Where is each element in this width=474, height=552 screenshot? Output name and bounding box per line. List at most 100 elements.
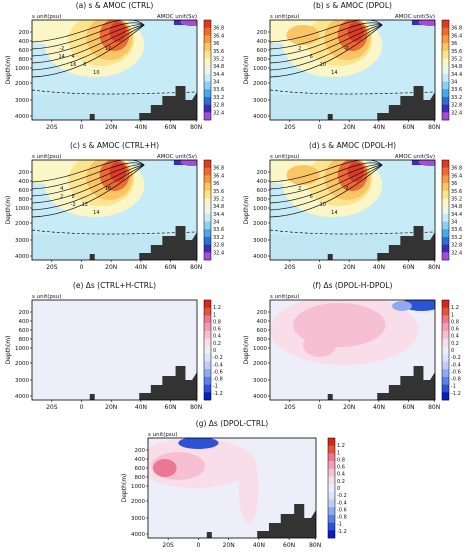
amoc-contour [270, 160, 383, 183]
x-tick-label: 20N [223, 542, 235, 549]
amoc-contour [270, 24, 383, 78]
y-tick-label: 200 [257, 310, 268, 316]
colorbar: 1.210.8 0.60.40.20-0.2-0.4-0.6 -0.8-1-1.2 [203, 299, 223, 401]
contour-label: 10 [320, 202, 326, 208]
panel-c: (c) s & AMOC (CTRL+H) s unit(psu) AMOC uni… [5, 141, 224, 271]
colorbar-tick-label: 35.6 [451, 49, 462, 55]
y-tick-label: 3000 [131, 516, 145, 522]
colorbar-tick-label: 34 [451, 80, 457, 86]
x-tick-label: 40N [373, 404, 385, 411]
colorbar-tick-label: 33.6 [213, 227, 224, 233]
plot-frame [31, 19, 198, 121]
panel-title: (g) Δs (DPOL-CTRL) [196, 419, 269, 428]
y-tick-label: 400 [135, 457, 146, 463]
colorbar-tick-label: 0.4 [213, 334, 221, 340]
field-patch [418, 20, 435, 26]
colorbar-tick-label: 32.4 [451, 110, 462, 116]
seafloor-ridge [89, 114, 95, 120]
x-tick-label: 40N [135, 404, 147, 411]
colorbar-swatch [204, 384, 211, 393]
seafloor-land [257, 504, 316, 538]
colorbar-tick-label: 36.8 [451, 26, 462, 32]
y-tick-label: 400 [19, 39, 30, 45]
colorbar-tick-label: -0.2 [337, 493, 347, 499]
x-tick-label: 60N [403, 264, 415, 271]
colorbar-tick-label: 34 [213, 80, 219, 86]
colorbar-swatch [204, 206, 211, 215]
x-tick-label: 40N [373, 124, 385, 131]
colorbar-swatch [204, 244, 211, 253]
colorbar-swatch [328, 476, 335, 485]
colorbar-tick-label: 34 [451, 220, 457, 226]
contour-label: 10 [320, 62, 326, 68]
y-tick-label: 200 [135, 448, 146, 454]
colorbar-swatch [442, 307, 449, 316]
panel-title: (a) s & AMOC (CTRL) [76, 1, 154, 10]
colorbar-swatch [328, 453, 335, 462]
colorbar-tick-label: 34.4 [451, 212, 462, 218]
colorbar-swatch [328, 484, 335, 493]
units-label: s unit(psu) [270, 154, 299, 160]
salinity-field [148, 438, 316, 538]
amoc-contour [32, 162, 145, 190]
y-tick-label: 1000 [15, 66, 29, 72]
colorbar-swatch [204, 167, 211, 176]
colorbar-tick-label: -0.8 [451, 377, 461, 383]
y-tick-label: 800 [257, 337, 268, 343]
y-tick-label: 2000 [15, 81, 29, 87]
colorbar-tick-label: 36.4 [451, 33, 462, 39]
y-tick-label: 3000 [253, 378, 267, 384]
colorbar-tick-label: -1 [451, 384, 456, 390]
colorbar-swatch [204, 252, 211, 261]
amoc-contour [270, 24, 383, 71]
y-tick-label: 2000 [253, 81, 267, 87]
colorbar-swatch [442, 392, 449, 401]
x-tick-label: 0 [318, 264, 322, 271]
colorbar-tick-label: 36 [213, 181, 219, 187]
colorbar-tick-label: -0.4 [451, 362, 461, 368]
y-tick-label: 4000 [131, 532, 145, 538]
units-label: s unit(psu) [270, 294, 299, 300]
colorbar-swatch [442, 236, 449, 245]
colorbar-tick-label: 0.2 [451, 341, 459, 347]
colorbar-tick-label: 36 [213, 41, 219, 47]
colorbar-frame [203, 299, 212, 401]
colorbar-tick-label: 33.2 [213, 235, 224, 241]
units-label: s unit(psu) [148, 432, 177, 438]
colorbar-tick-label: 0.4 [451, 334, 459, 340]
colorbar-tick-label: 35.6 [213, 49, 224, 55]
y-tick-label: 3000 [253, 98, 267, 104]
colorbar-swatch [442, 89, 449, 98]
panel-g: (g) Δs (DPOL-CTRL) s unit(psu) 20S 0 20N 40N 6… [121, 419, 347, 549]
colorbar: 1.210.8 0.60.40.20-0.2-0.4-0.6 -0.8-1-1.2 [441, 299, 461, 401]
colorbar-swatch [442, 361, 449, 370]
colorbar-swatch [442, 206, 449, 215]
y-tick-label: 400 [257, 39, 268, 45]
amoc-units-label: AMOC unit(Sv) [157, 154, 197, 160]
colorbar-swatch [442, 323, 449, 332]
colorbar-tick-label: 36.4 [451, 173, 462, 179]
seafloor-land [139, 86, 197, 120]
amoc-contour [32, 20, 145, 43]
y-tick-label: 1000 [253, 66, 267, 72]
colorbar-tick-label: -0.8 [337, 515, 347, 521]
x-tick-label: 20S [46, 124, 58, 131]
salinity-field [32, 300, 197, 400]
colorbar-swatch [204, 73, 211, 82]
colorbar-swatch [204, 183, 211, 192]
colorbar-tick-label: -0.6 [451, 369, 461, 375]
colorbar-swatch [442, 229, 449, 238]
colorbar-swatch [442, 213, 449, 222]
colorbar-tick-label: 33.2 [213, 95, 224, 101]
panel-title: (f) Δs (DPOL-H-DPOL) [313, 281, 393, 290]
y-axis-label: Depth(m) [121, 474, 128, 503]
y-tick-label: 1000 [15, 206, 29, 212]
colorbar-tick-label: 36.4 [213, 173, 224, 179]
contour-label: 6 [310, 54, 313, 60]
colorbar-swatch [204, 89, 211, 98]
amoc-contour [270, 164, 383, 204]
colorbar-tick-label: 1 [213, 312, 216, 318]
